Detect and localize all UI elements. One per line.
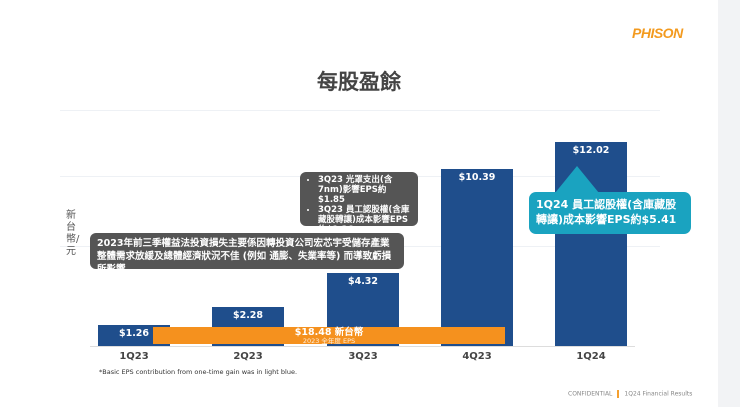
background-line [60, 110, 660, 111]
footer-separator [617, 390, 620, 398]
data-label: $4.32 [347, 275, 379, 287]
bar-1Q23 [98, 324, 170, 346]
slide: PHISON 每股盈餘 新台幣/元 $1.26 1Q23 $2.28 2Q23 $4.3… [0, 0, 718, 407]
annual-eps-label: 2023 全年度 EPS [302, 337, 356, 345]
annual-eps-banner: $18.48 新台幣 2023 全年度 EPS [153, 327, 505, 345]
x-tick-label: 2Q23 [233, 351, 263, 362]
bar-4Q23 [441, 169, 513, 346]
footer: CONFIDENTIAL 1Q24 Financial Results [568, 390, 692, 398]
x-tick-label: 4Q23 [462, 351, 492, 362]
phison-logo: PHISON [632, 25, 683, 41]
data-label: $1.26 [118, 327, 150, 339]
callout-2023-note: 2023年前三季權益法投資損失主要係因轉投資公司宏芯宇受儲存產業整體需求放緩及總… [90, 233, 404, 275]
data-label: $10.39 [458, 172, 496, 184]
footnote: *Basic EPS contribution from one-time ga… [99, 368, 298, 376]
callout-1q24: 1Q24 員工認股權(含庫藏股轉讓)成本影響EPS約$5.41 [529, 192, 691, 234]
y-axis-label: 新台幣/元 [66, 210, 80, 257]
annual-eps-value: $18.48 新台幣 [294, 327, 364, 338]
x-axis-line [90, 346, 635, 347]
footer-title: 1Q24 Financial Results [624, 390, 693, 398]
callout-3q23: 3Q23 光罩支出(含7nm)影響EPS約$1.85 3Q23 員工認股權(含庫… [300, 172, 418, 235]
x-tick-label: 1Q23 [119, 351, 149, 362]
x-tick-label: 3Q23 [348, 351, 378, 362]
callout-item: 3Q23 光罩支出(含7nm)影響EPS約$1.85 [318, 175, 412, 205]
callout-pointer [555, 166, 599, 193]
data-label: $12.02 [572, 144, 610, 156]
footer-confidential: CONFIDENTIAL [568, 390, 613, 398]
x-tick-label: 1Q24 [576, 351, 606, 362]
page-title: 每股盈餘 [317, 70, 401, 94]
data-label: $2.28 [232, 310, 264, 322]
callout-item: 3Q23 員工認股權(含庫藏股轉讓)成本影響EPS約$1.36 [318, 205, 412, 235]
